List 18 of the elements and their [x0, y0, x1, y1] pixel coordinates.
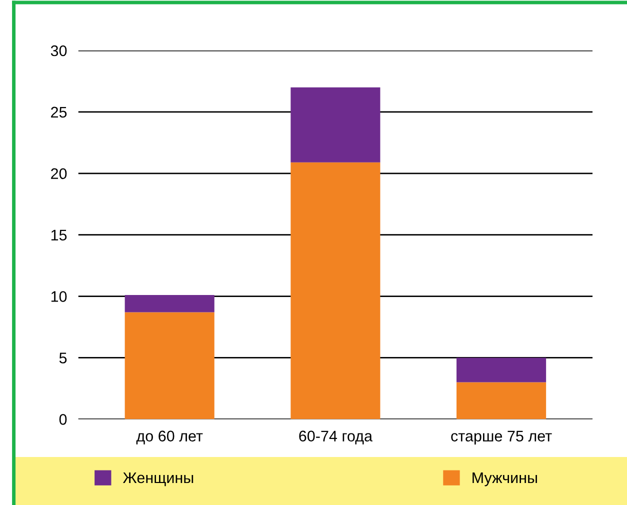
bar [456, 382, 546, 420]
y-tick-label: 20 [51, 168, 67, 180]
y-tick-label: 10 [51, 291, 67, 302]
bar [124, 295, 214, 312]
legend-label: Женщины [122, 472, 194, 486]
y-tick-label: 5 [59, 352, 67, 364]
x-tick-label: старше 75 лет [451, 430, 552, 445]
y-tick-label: 25 [51, 106, 67, 118]
x-tick-label: до 60 лет [136, 430, 203, 444]
x-tick-label: 60-74 года [299, 430, 373, 444]
bar [456, 358, 546, 382]
bar [290, 87, 380, 162]
bar [290, 162, 380, 420]
y-tick-label: 0 [59, 414, 67, 425]
y-tick-label: 15 [51, 230, 67, 241]
bar [124, 312, 214, 420]
y-tick-label: 30 [50, 45, 67, 56]
legend-label: Мужчины [472, 472, 537, 486]
